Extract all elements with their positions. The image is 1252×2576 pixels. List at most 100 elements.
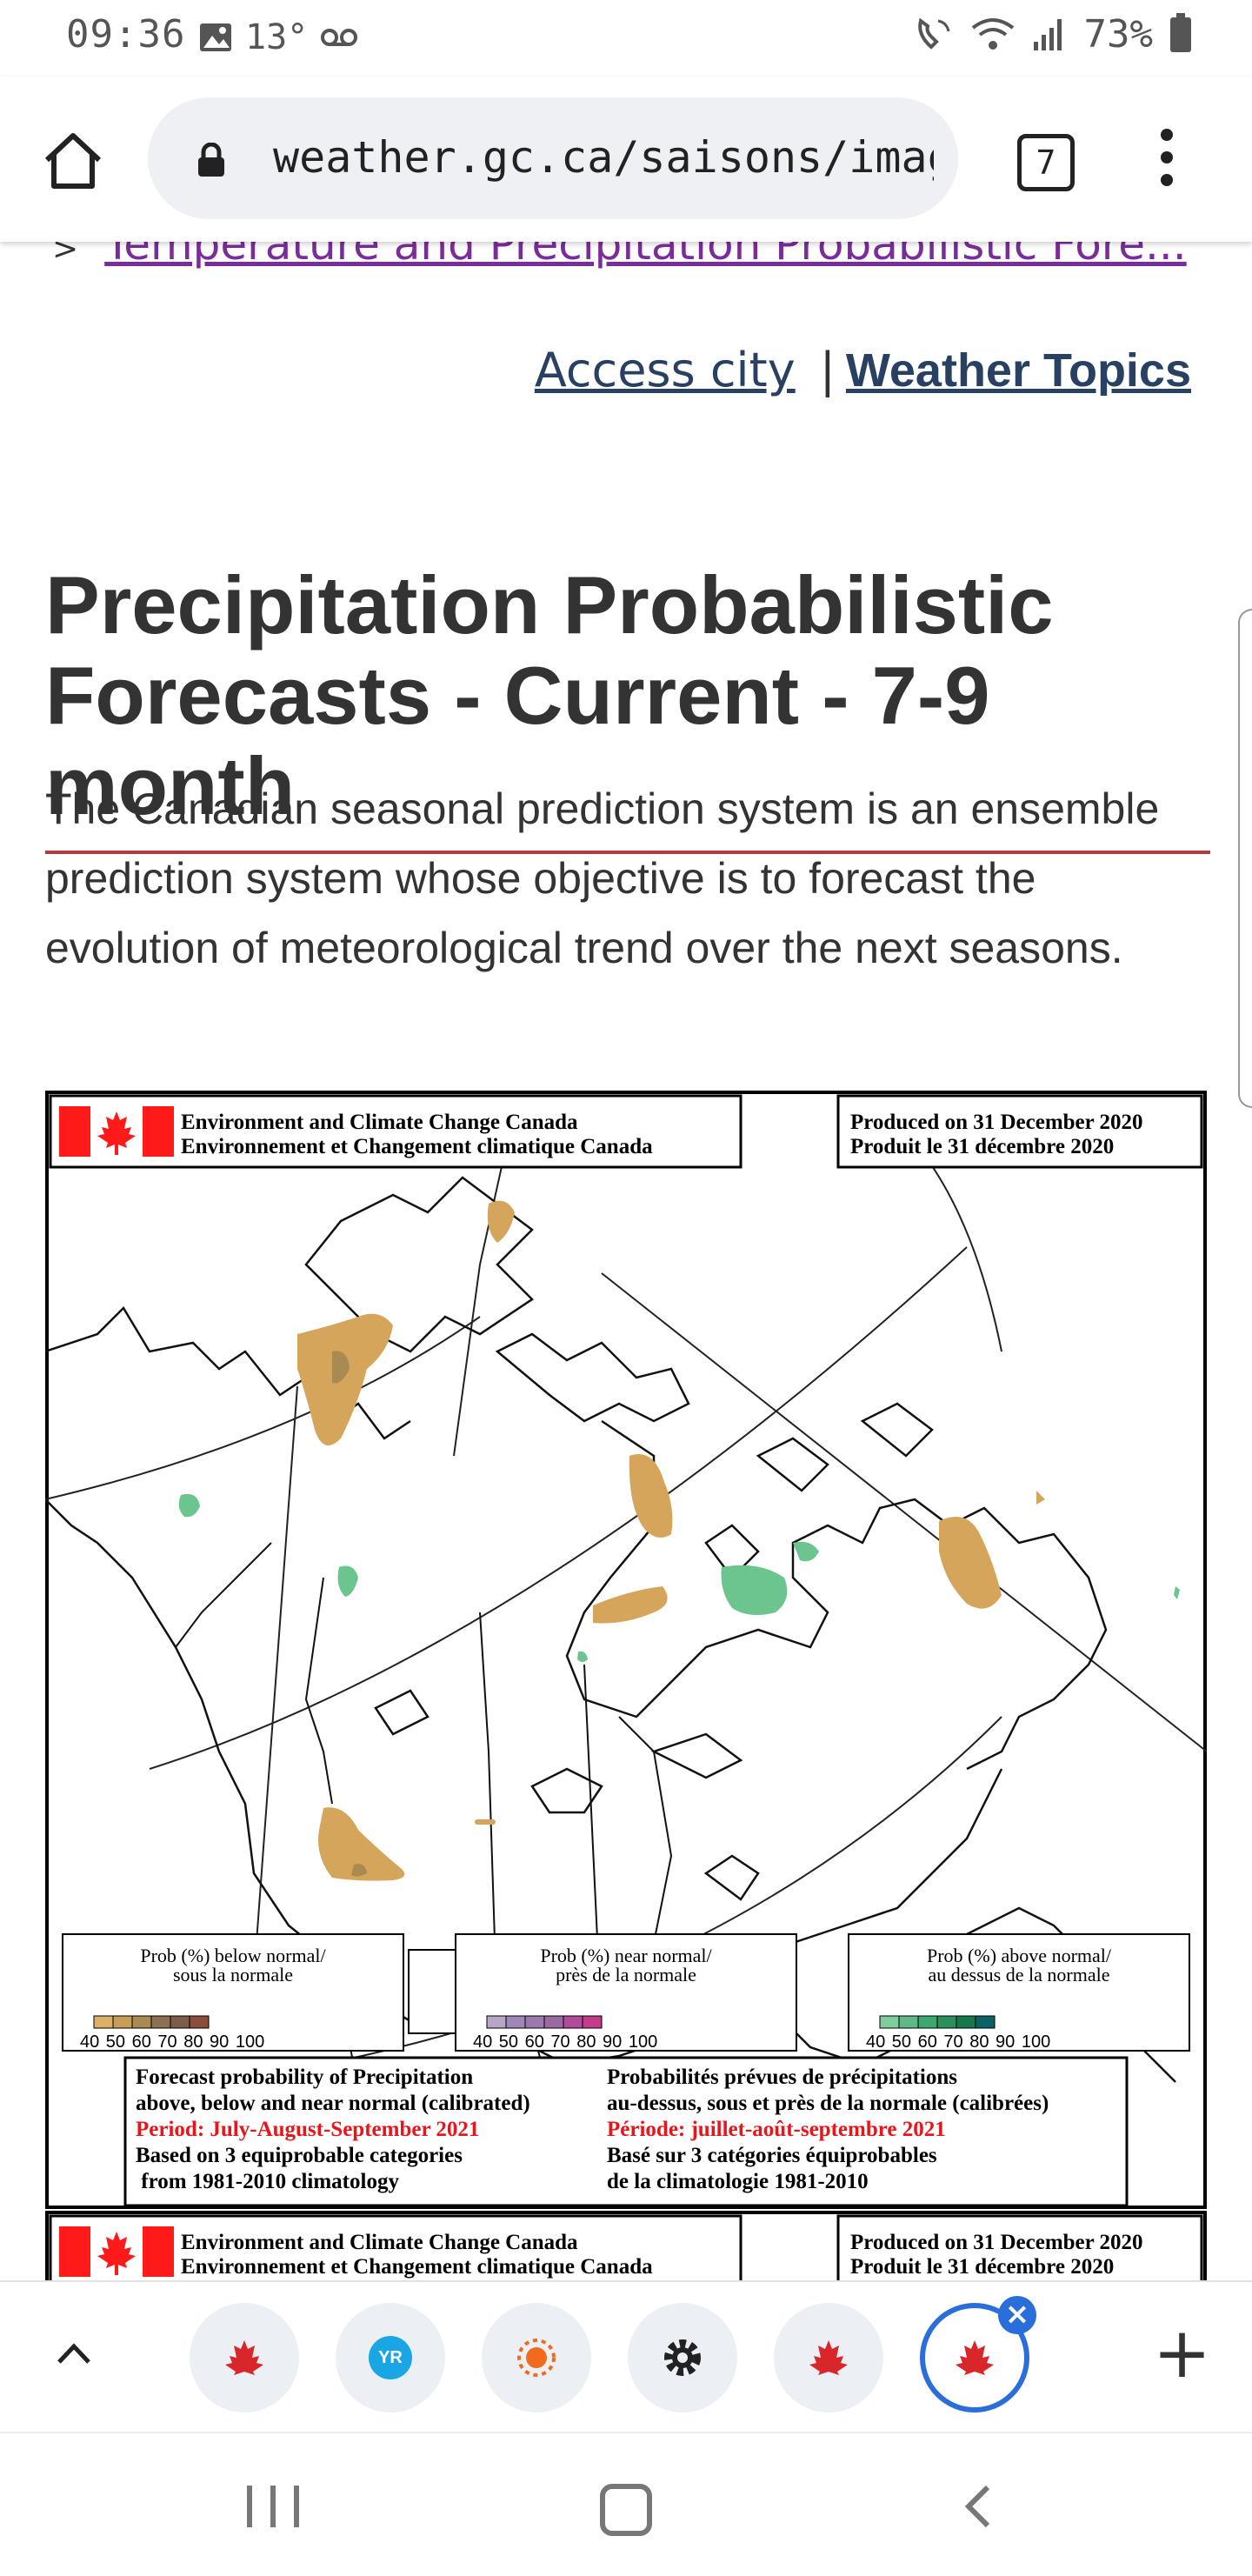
- image-icon: [200, 23, 231, 51]
- legend-below-title2: sous la normale: [173, 1964, 293, 1985]
- info-en-period: Period: July-August-September 2021: [136, 2118, 479, 2141]
- map-header-agency: Environment and Climate Change Canada En…: [49, 1094, 743, 1169]
- top-links: Access city | Weather Topics: [535, 343, 1191, 397]
- system-nav-bar: [0, 2432, 1252, 2576]
- clock: 09:36: [66, 12, 186, 57]
- precipitation-forecast-map: Environment and Climate Change Canada En…: [45, 1091, 1207, 2294]
- legend-above-title1: Prob (%) above normal/: [927, 1945, 1112, 1966]
- legend-below-ticks: 40 50 60 70 80 90 100: [80, 2032, 264, 2052]
- info-fr-line5: de la climatologie 1981-2010: [607, 2170, 869, 2193]
- back-icon[interactable]: [956, 2482, 1005, 2531]
- above-normal-areas: [178, 1493, 1180, 1662]
- legend-swatch: [486, 2015, 507, 2029]
- below-normal-darker-areas: [332, 1351, 367, 1877]
- produced-fr-2: Produit le 31 décembre 2020: [850, 2255, 1114, 2279]
- tab-weather-2[interactable]: [774, 2303, 883, 2412]
- link-separator: |: [819, 343, 836, 397]
- legend-swatch: [112, 2015, 133, 2029]
- legend-near-swatches: [486, 2015, 603, 2029]
- info-fr-line1: Probabilités prévues de précipitations: [607, 2065, 957, 2089]
- browser-toolbar: weather.gc.ca/saisons/image_e.h 7: [0, 77, 1252, 242]
- signal-icon: [1033, 18, 1062, 50]
- legend-below-title1: Prob (%) below normal/: [140, 1945, 326, 1966]
- gear-icon: [664, 2339, 701, 2376]
- weather-topics-link[interactable]: Weather Topics: [845, 344, 1191, 397]
- legend-below-normal: Prob (%) below normal/ sous la normale 4…: [62, 1933, 404, 2052]
- legend-near-ticks: 40 50 60 70 80 90 100: [473, 2032, 657, 2052]
- intro-paragraph: The Canadian seasonal prediction system …: [45, 784, 1160, 972]
- info-en-line1: Forecast probability of Precipitation: [136, 2065, 473, 2089]
- legend-swatch: [563, 2015, 583, 2029]
- legend-swatch: [505, 2015, 526, 2029]
- new-tab-button[interactable]: +: [1153, 2312, 1212, 2393]
- status-bar: 09:36 13° 73%: [0, 0, 1252, 77]
- address-bar[interactable]: weather.gc.ca/saisons/image_e.h: [148, 97, 958, 219]
- tab-settings[interactable]: [628, 2303, 737, 2412]
- maple-leaf-icon-2: [97, 2232, 136, 2275]
- tab-weather-active[interactable]: ×: [920, 2296, 1036, 2412]
- legend-swatch: [150, 2015, 171, 2029]
- legend-below-swatches: [93, 2015, 210, 2029]
- maple-leaf-icon: [97, 1111, 136, 1155]
- legend-above-title2: au dessus de la normale: [929, 1964, 1110, 1985]
- maple-leaf-icon: [225, 2340, 263, 2377]
- tab-switcher-button[interactable]: 7: [1017, 134, 1075, 191]
- agency-name-fr-2: Environnement et Changement climatique C…: [181, 2255, 653, 2279]
- forecast-info-box: Forecast probability of Precipitation ab…: [123, 2056, 1129, 2207]
- side-panel-handle[interactable]: [1238, 609, 1252, 1108]
- tab-weather-1[interactable]: [190, 2303, 299, 2412]
- legend-swatch: [189, 2015, 210, 2029]
- produced-en-2: Produced on 31 December 2020: [850, 2231, 1143, 2254]
- info-en-line5: from 1981-2010 climatology: [136, 2170, 399, 2193]
- home-icon[interactable]: [42, 130, 104, 191]
- legend-swatch: [170, 2015, 190, 2029]
- legend-swatch: [582, 2015, 603, 2029]
- more-menu-icon[interactable]: [1156, 129, 1177, 198]
- map-produced-date: Produced on 31 December 2020 Produit le …: [836, 1094, 1203, 1169]
- temperature: 13°: [245, 17, 309, 57]
- legend-near-normal: Prob (%) near normal/ près de la normale…: [455, 1933, 797, 2052]
- wifi-icon: [971, 17, 1014, 50]
- tab-yr[interactable]: YR: [336, 2303, 445, 2412]
- legend-swatch: [879, 2015, 900, 2029]
- legend-near-title1: Prob (%) near normal/: [540, 1945, 712, 1966]
- produced-fr: Produit le 31 décembre 2020: [850, 1135, 1114, 1158]
- recent-apps-icon[interactable]: [247, 2486, 299, 2527]
- tab-bar: YR × +: [0, 2280, 1252, 2433]
- close-tab-icon[interactable]: ×: [998, 2296, 1036, 2334]
- yr-icon: YR: [369, 2336, 412, 2379]
- produced-en: Produced on 31 December 2020: [850, 1111, 1143, 1134]
- maple-leaf-icon: [809, 2340, 848, 2375]
- maple-leaf-icon: [956, 2340, 994, 2375]
- legend-swatch: [936, 2015, 957, 2029]
- agency-name-en: Environment and Climate Change Canada: [181, 1111, 578, 1134]
- legend-swatch: [131, 2015, 152, 2029]
- info-en-line2: above, below and near normal (calibrated…: [136, 2092, 530, 2115]
- page-title: Precipitation Probabilistic Forecasts - …: [45, 560, 1210, 854]
- battery-icon: [1170, 12, 1191, 52]
- wifi-calling-icon: [917, 17, 949, 50]
- below-normal-areas: [297, 1200, 1045, 1881]
- access-city-link[interactable]: Access city: [534, 343, 796, 397]
- legend-swatch: [898, 2015, 919, 2029]
- legend-swatch: [524, 2015, 545, 2029]
- info-fr-line2: au-dessus, sous et près de la normale (c…: [607, 2092, 1049, 2115]
- agency-name-fr: Environnement et Changement climatique C…: [181, 1135, 653, 1158]
- chevron-up-icon[interactable]: [52, 2332, 96, 2376]
- tab-sun[interactable]: [482, 2303, 591, 2412]
- info-fr-period: Période: juillet-août-septembre 2021: [607, 2118, 946, 2141]
- battery-percent: 73%: [1083, 12, 1153, 57]
- legend-swatch: [956, 2015, 976, 2029]
- info-fr-line4: Basé sur 3 catégories équiprobables: [607, 2144, 937, 2167]
- legend-swatch: [975, 2015, 996, 2029]
- url-text[interactable]: weather.gc.ca/saisons/image_e.h: [273, 132, 934, 183]
- voicemail-icon: [321, 29, 358, 46]
- agency-name-en-2: Environment and Climate Change Canada: [181, 2231, 578, 2254]
- lock-icon: [198, 143, 224, 177]
- legend-swatch: [93, 2015, 114, 2029]
- home-nav-icon[interactable]: [600, 2484, 652, 2536]
- legend-above-ticks: 40 50 60 70 80 90 100: [866, 2032, 1050, 2052]
- legend-swatch: [917, 2015, 938, 2029]
- info-en-line4: Based on 3 equiprobable categories: [136, 2144, 463, 2167]
- legend-spacer-box: [408, 1949, 456, 2034]
